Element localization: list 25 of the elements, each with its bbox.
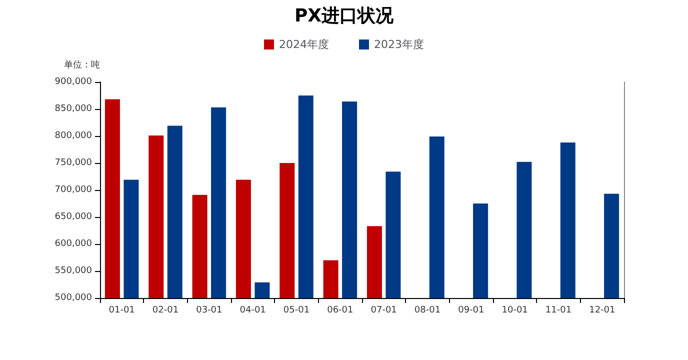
x-tick-label: 05-01 [283,306,310,316]
x-tick-label: 04-01 [240,306,266,316]
legend-label: 2024年度 [279,38,330,51]
x-tick-label: 02-01 [152,306,179,316]
x-tick-label: 03-01 [196,306,222,316]
y-tick-label: 900,000 [54,77,92,87]
y-tick-label: 650,000 [54,212,92,222]
x-tick-label: 09-01 [458,306,484,316]
y-tick-label: 550,000 [54,266,92,276]
legend-label: 2023年度 [374,38,424,51]
x-tick-label: 10-01 [502,306,528,316]
x-tick-label: 12-01 [589,306,616,316]
y-tick-label: 850,000 [54,104,92,114]
y-tick-label: 600,000 [54,239,92,249]
x-tick-label: 06-01 [327,306,354,316]
y-tick-label: 750,000 [54,158,92,168]
y-tick-label: 500,000 [54,293,92,303]
y-tick-label: 700,000 [54,185,92,195]
y-axis-title: 单位：吨 [64,60,100,70]
y-tick-label: 800,000 [54,131,92,141]
x-tick-label: 01-01 [108,306,135,316]
x-tick-label: 11-01 [545,306,572,316]
x-tick-label: 08-01 [414,306,441,316]
x-tick-label: 07-01 [370,306,397,316]
chart-title: PX进口状况 [294,6,395,26]
